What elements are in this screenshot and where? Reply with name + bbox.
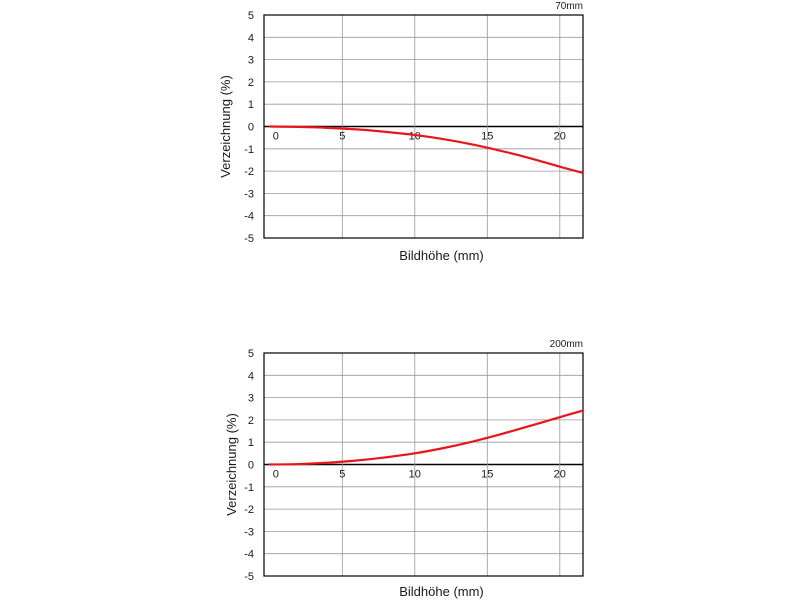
y-tick-label: 4 (248, 370, 254, 382)
x-tick-label: 15 (481, 131, 493, 143)
y-tick-label: -1 (244, 144, 254, 156)
y-tick-label: -3 (244, 188, 254, 200)
x-axis-label: Bildhöhe (mm) (399, 248, 484, 263)
y-tick-label: -2 (244, 504, 254, 516)
focal-length-label: 200mm (550, 339, 583, 350)
focal-length-label: 70mm (555, 1, 583, 12)
distortion-curve (268, 125, 585, 174)
y-tick-label: -2 (244, 166, 254, 178)
y-tick-label: -3 (244, 526, 254, 538)
y-tick-label: -4 (244, 211, 254, 223)
y-tick-label: -5 (244, 233, 254, 245)
y-tick-label: 5 (248, 10, 254, 22)
plot-frame (263, 14, 584, 239)
y-tick-label: 3 (248, 393, 254, 405)
y-tick-label: -4 (244, 549, 254, 561)
y-tick-label: 2 (248, 415, 254, 427)
y-tick-label: 1 (248, 437, 254, 449)
y-tick-label: 0 (248, 122, 254, 134)
x-tick-label: 0 (273, 469, 279, 481)
y-tick-label: 5 (248, 348, 254, 360)
y-tick-label: 0 (248, 460, 254, 472)
x-tick-label: 15 (481, 469, 493, 481)
x-tick-label: 5 (339, 469, 345, 481)
plot-frame (263, 352, 584, 577)
y-tick-label: 2 (248, 77, 254, 89)
x-tick-label: 20 (554, 131, 566, 143)
x-tick-label: 20 (554, 469, 566, 481)
y-tick-label: -5 (244, 571, 254, 583)
distortion-curve (268, 409, 585, 466)
x-axis-label: Bildhöhe (mm) (399, 584, 484, 599)
y-tick-label: 1 (248, 99, 254, 111)
y-tick-label: 4 (248, 32, 254, 44)
x-tick-label: 5 (339, 131, 345, 143)
x-tick-label: 0 (273, 131, 279, 143)
y-axis-label: Verzeichnung (%) (224, 413, 239, 516)
y-tick-label: -1 (244, 482, 254, 494)
y-axis-label: Verzeichnung (%) (218, 75, 233, 178)
y-tick-label: 3 (248, 55, 254, 67)
x-tick-label: 10 (409, 469, 421, 481)
